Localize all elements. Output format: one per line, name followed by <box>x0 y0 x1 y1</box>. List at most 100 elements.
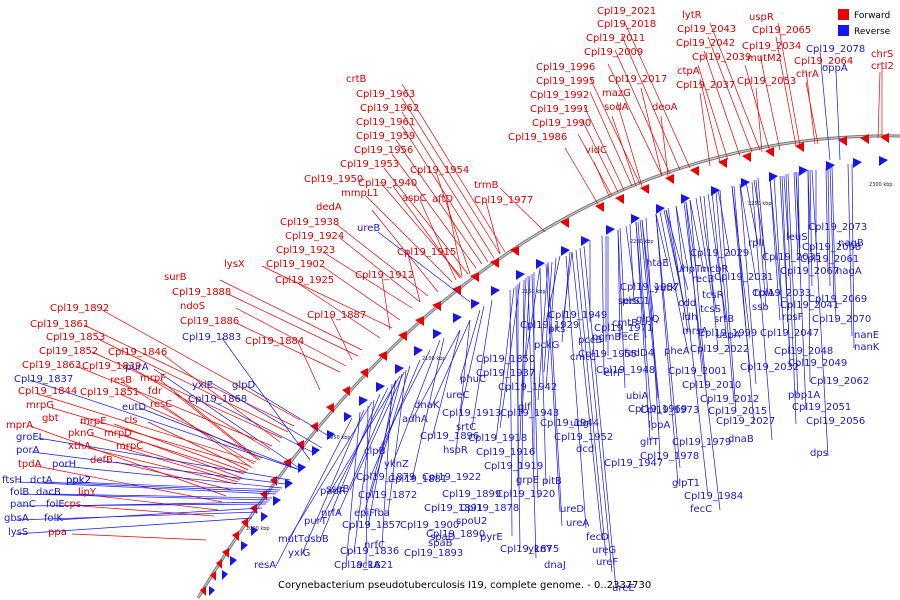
reverse-gene <box>826 161 835 171</box>
reverse-gene-label: Cpl19_2001 <box>668 366 727 377</box>
forward-gene <box>795 142 804 152</box>
reverse-gene <box>414 346 423 356</box>
reverse-gene-label: Cpl19_2061 <box>800 254 859 265</box>
reverse-gene-label: Cpl19_2056 <box>806 416 865 427</box>
reverse-gene-label: ureG <box>592 545 616 556</box>
reverse-gene-label: Cpl19_1899 <box>442 489 501 500</box>
reverse-gene-label: clpB <box>364 446 386 457</box>
reverse-gene-label: Cpl19_2041 <box>780 300 839 311</box>
reverse-gene <box>395 364 404 374</box>
forward-gene-label: lipY <box>78 487 97 498</box>
forward-gene-label: pknG <box>68 428 94 439</box>
reverse-gene-label: panC <box>10 499 36 510</box>
forward-gene-label: mrpD <box>104 428 132 439</box>
forward-gene <box>200 586 206 596</box>
forward-gene <box>326 403 334 413</box>
reverse-gene-label: yxlG <box>288 548 310 559</box>
forward-gene-label: Cpl19_2021 <box>597 6 656 17</box>
forward-gene <box>615 194 624 204</box>
forward-gene-label: Cpl19_1950 <box>304 174 363 185</box>
reverse-gene-label: Cpl19_1955 <box>578 349 637 360</box>
forward-gene-label: Cpl19_1956 <box>354 145 413 156</box>
forward-gene <box>216 559 222 569</box>
forward-gene-label: Cpl19_1925 <box>275 275 334 286</box>
reverse-gene-label: padR <box>320 486 346 497</box>
reverse-gene-label: fecE <box>618 332 640 343</box>
forward-gene-label: aftD <box>432 194 453 205</box>
reverse-gene-label: plsC1 <box>622 296 650 307</box>
reverse-gene-label: Cpl19_1937 <box>476 368 535 379</box>
forward-gene-label: Cpl19_1977 <box>474 195 533 206</box>
reverse-gene-label: mutT <box>278 534 305 545</box>
forward-gene <box>260 490 267 500</box>
reverse-gene-label: Cpl19_1978 <box>640 451 699 462</box>
forward-gene <box>490 258 499 268</box>
reverse-gene <box>222 570 228 580</box>
reverse-gene-label: spoU2 <box>456 516 487 527</box>
tick-label: 2300 kbp <box>869 182 893 188</box>
reverse-gene-label: Cpl19_1979 <box>672 437 731 448</box>
reverse-gene <box>327 430 335 440</box>
reverse-gene <box>471 299 480 309</box>
reverse-gene-label: pckG <box>534 340 559 351</box>
reverse-gene-label: trxA <box>754 288 775 299</box>
reverse-gene <box>251 526 258 536</box>
reverse-gene-label: Cpl19_2062 <box>810 376 869 387</box>
reverse-gene-label: Cpl19_1952 <box>554 432 613 443</box>
reverse-gene-label: nagB <box>838 238 864 249</box>
forward-gene-label: mutM2 <box>747 53 782 64</box>
forward-leader-lines <box>29 22 883 541</box>
reverse-gene-label: rplI <box>748 238 764 249</box>
reverse-gene-label: ureF <box>596 557 618 568</box>
forward-gene-label: Cpl19_1912 <box>355 270 414 281</box>
forward-gene-label: chrS <box>871 49 893 60</box>
reverse-gene-label: ppk2 <box>66 475 91 486</box>
reverse-gene-label: ftsH <box>2 475 22 486</box>
reverse-gene-label: Cpl19_1987 <box>620 282 679 293</box>
reverse-gene <box>433 329 442 339</box>
reverse-gene-label: spaD <box>430 532 456 543</box>
forward-gene-label: Cpl19_1986 <box>508 132 567 143</box>
reverse-gene-label: folB <box>10 487 29 498</box>
reverse-gene-label: tcsS <box>700 304 721 315</box>
forward-gene-label: Cpl19_1844 <box>18 386 77 397</box>
reverse-gene-label: Cpl19_1929 <box>520 320 579 331</box>
forward-gene-label: Cpl19_1963 <box>356 89 415 100</box>
forward-gene-label: Cpl19_2042 <box>676 38 735 49</box>
tick-label: 2200 kbp <box>630 239 654 245</box>
tick-label: 2050 kbp <box>327 435 351 441</box>
reverse-gene <box>561 246 570 256</box>
forward-gene-label: Cpl19_1962 <box>360 103 419 114</box>
reverse-gene-label: Cpl19_1900 <box>400 520 459 531</box>
reverse-gene-label: nanE <box>854 330 879 341</box>
reverse-gene <box>285 479 293 489</box>
forward-gene-label: Cpl19_1863 <box>22 360 81 371</box>
reverse-gene-label: Cpl19_2048 <box>774 346 833 357</box>
forward-gene-label: vidC <box>585 145 607 156</box>
reverse-gene <box>209 586 215 596</box>
reverse-gene-label: Cpl19_1836 <box>340 546 399 557</box>
reverse-gene-label: udg <box>570 418 589 429</box>
reverse-gene-label: nanK <box>854 342 880 353</box>
reverse-gene-label: resA <box>254 560 276 571</box>
legend-forward-label: Forward <box>854 11 890 21</box>
reverse-gene-label: Cpl19_2070 <box>812 314 871 325</box>
reverse-gene-label: fadD4 <box>624 348 654 359</box>
reverse-gene-label: dnaB <box>728 434 754 445</box>
reverse-gene-label: yknZ <box>384 459 409 470</box>
reverse-gene-label: Cpl19_1947 <box>604 458 663 469</box>
forward-gene-label: fdr <box>148 386 163 397</box>
reverse-gene-label: folK <box>44 513 63 524</box>
reverse-gene <box>312 446 320 456</box>
reverse-gene-label: nrfA <box>321 508 342 519</box>
reverse-gene-label: tcsR <box>702 290 724 301</box>
forward-gene <box>640 184 649 194</box>
reverse-gene-label: Cpl19_1890 <box>426 529 485 540</box>
reverse-gene-label: yutK <box>654 283 677 294</box>
forward-gene-label: gbt <box>42 413 59 424</box>
reverse-gene-label: Cpl19_1944 <box>540 418 599 429</box>
forward-gene <box>470 272 479 282</box>
forward-gene-label: mrpE <box>80 416 107 427</box>
reverse-gene <box>799 166 808 176</box>
